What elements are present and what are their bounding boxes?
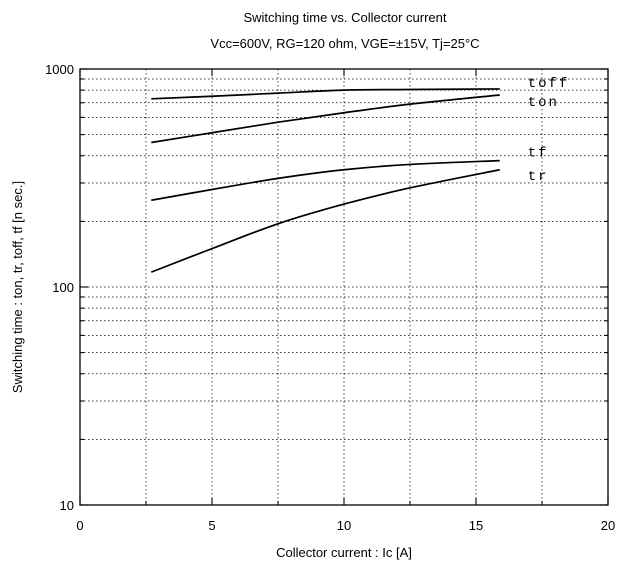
grid xyxy=(80,69,608,505)
series-line-tf xyxy=(151,159,500,202)
chart-subtitle: Vcc=600V, RG=120 ohm, VGE=±15V, Tj=25°C xyxy=(210,36,479,51)
x-tick-label: 10 xyxy=(337,518,351,533)
series-line-toff xyxy=(151,88,500,100)
series-line-tr xyxy=(150,168,500,273)
series-label-toff: toff xyxy=(528,76,570,92)
y-tick-label: 10 xyxy=(60,498,74,513)
y-axis-label: Switching time : ton, tr, toff, tf [n se… xyxy=(10,181,25,393)
series-labels: toff ton tf tr xyxy=(528,76,570,185)
x-tick-label: 5 xyxy=(208,518,215,533)
axis-ticks: 0 5 10 15 20 10 100 1000 xyxy=(45,62,615,533)
y-tick-label: 1000 xyxy=(45,62,74,77)
series-lines xyxy=(150,88,500,273)
series-label-tr: tr xyxy=(528,169,549,185)
y-tick-label: 100 xyxy=(52,280,74,295)
x-tick-label: 20 xyxy=(601,518,615,533)
chart-title: Switching time vs. Collector current xyxy=(243,10,446,25)
series-label-tf: tf xyxy=(528,146,549,162)
x-tick-label: 0 xyxy=(76,518,83,533)
x-tick-label: 15 xyxy=(469,518,483,533)
series-label-ton: ton xyxy=(528,95,559,111)
series-line-ton xyxy=(151,94,500,144)
x-axis-label: Collector current : Ic [A] xyxy=(276,545,412,560)
